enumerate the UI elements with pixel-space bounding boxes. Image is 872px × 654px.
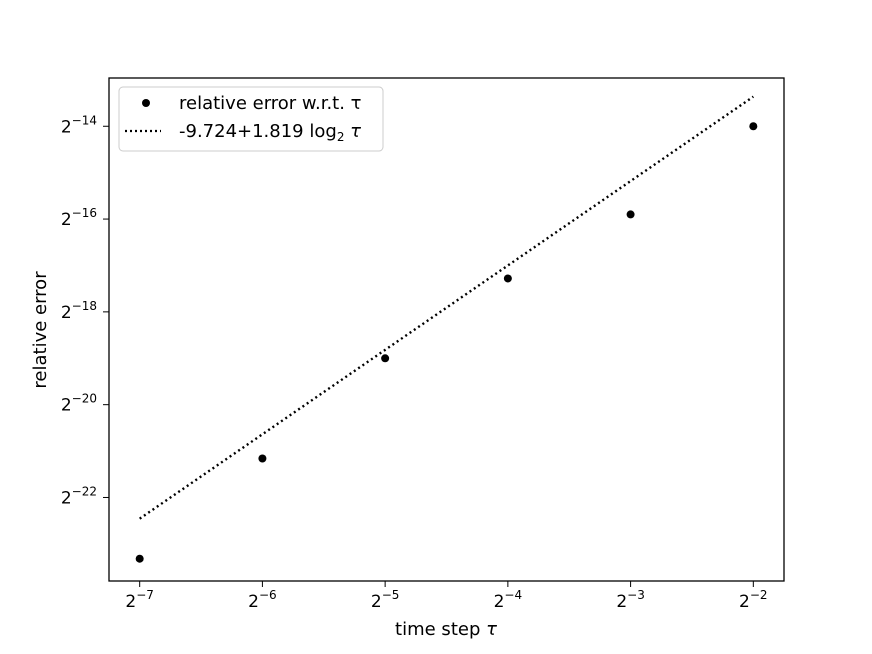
y-tick-label: 2−18 xyxy=(61,299,97,323)
data-point xyxy=(749,122,758,131)
fit-line xyxy=(139,95,754,520)
plot-area xyxy=(108,77,785,582)
y-tick-label: 2−14 xyxy=(61,113,97,137)
data-point xyxy=(503,274,512,283)
y-tick-label: 2−22 xyxy=(61,484,97,508)
x-tick-label: 2−5 xyxy=(371,588,400,612)
y-tick-label: 2−16 xyxy=(61,206,97,230)
fit-line-series xyxy=(139,95,754,520)
y-axis-label: relative error xyxy=(30,271,51,389)
x-tick-label: 2−6 xyxy=(248,588,277,612)
x-axis-ticks: 2−7 2−6 2−5 2−4 2−3 2−2 xyxy=(125,581,768,612)
x-tick-label: 2−3 xyxy=(616,588,645,612)
scatter-series xyxy=(135,122,758,563)
data-point xyxy=(626,210,635,219)
data-point xyxy=(135,554,144,563)
y-axis-ticks: 2−14 2−16 2−18 2−20 2−22 xyxy=(61,113,109,508)
x-tick-label: 2−7 xyxy=(125,588,154,612)
legend-box xyxy=(118,86,384,152)
legend-label-points: relative error w.r.t. τ xyxy=(179,93,362,114)
legend: relative error w.r.t. τ -9.724+1.819 log… xyxy=(118,86,384,152)
data-point xyxy=(381,354,390,363)
x-tick-label: 2−2 xyxy=(739,588,768,612)
data-point xyxy=(258,454,267,463)
legend-marker-points xyxy=(142,99,150,107)
y-tick-label: 2−20 xyxy=(61,392,97,416)
axes-frame xyxy=(108,77,785,582)
x-tick-label: 2−4 xyxy=(494,588,523,612)
legend-label-fit: -9.724+1.819 log2 τ xyxy=(179,121,361,144)
x-axis-label: time step τ xyxy=(395,619,497,640)
